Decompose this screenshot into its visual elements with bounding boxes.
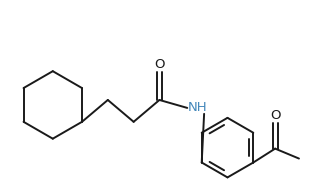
Text: NH: NH <box>188 101 208 114</box>
Text: O: O <box>154 58 165 71</box>
Text: O: O <box>270 109 280 122</box>
